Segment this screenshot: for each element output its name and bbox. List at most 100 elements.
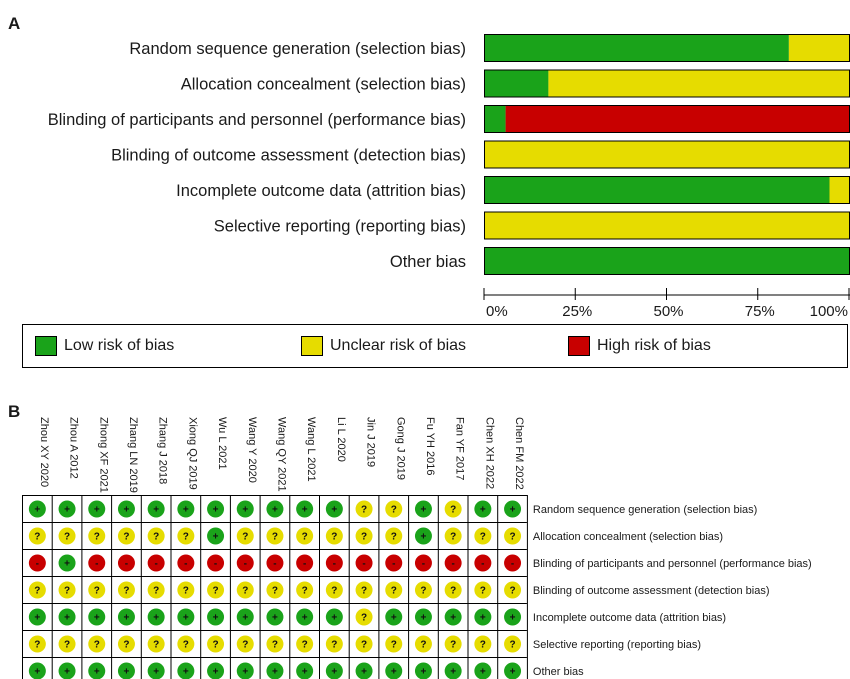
- study-label: Gong J 2019: [394, 417, 406, 480]
- judgement-dot-low: [504, 608, 522, 626]
- judgement-symbol: ?: [480, 640, 486, 651]
- judgement-dot-unclear: [444, 527, 462, 545]
- study-label: Xiong QJ 2019: [186, 417, 198, 490]
- judgement-symbol: ?: [391, 505, 397, 516]
- judgement-dot-unclear: [444, 500, 462, 518]
- judgement-symbol: ?: [450, 640, 456, 651]
- judgement-dot-unclear: [28, 527, 46, 545]
- judgement-symbol: ?: [34, 532, 40, 543]
- judgement-dot-high: [355, 554, 373, 572]
- judgement-symbol: ?: [64, 532, 70, 543]
- study-label: Wang L 2021: [305, 417, 317, 482]
- judgement-symbol: ?: [450, 532, 456, 543]
- judgement-symbol: -: [36, 559, 39, 570]
- legend-label-unclear: Unclear risk of bias: [330, 337, 467, 354]
- judgement-symbol: ?: [94, 586, 100, 597]
- judgement-dot-low: [117, 608, 135, 626]
- judgement-dot-unclear: [444, 581, 462, 599]
- judgement-symbol: +: [421, 613, 427, 624]
- judgement-dot-unclear: [117, 581, 135, 599]
- bar-segment-unclear: [484, 140, 850, 169]
- judgement-dot-low: [236, 662, 254, 679]
- study-label: Chen FM 2022: [513, 417, 525, 490]
- legend-swatch-high: [568, 336, 590, 356]
- judgement-symbol: +: [391, 613, 397, 624]
- x-tick-label: 50%: [653, 303, 683, 320]
- judgement-dot-low: [385, 662, 403, 679]
- judgement-dot-low: [177, 662, 195, 679]
- judgement-symbol: +: [124, 613, 130, 624]
- judgement-dot-high: [236, 554, 254, 572]
- x-tick-label: 0%: [486, 303, 508, 320]
- study-label: Zhong XF 2021: [97, 417, 109, 493]
- judgement-dot-unclear: [147, 527, 165, 545]
- study-label: Zhou A 2012: [68, 417, 80, 479]
- domain-label: Other bias: [533, 666, 584, 678]
- legend-item-high: High risk of bias: [568, 334, 711, 358]
- chart-legend: Low risk of bias Unclear risk of bias Hi…: [22, 324, 848, 368]
- judgement-symbol: +: [213, 505, 219, 516]
- judgement-symbol: -: [422, 559, 425, 570]
- judgement-symbol: +: [124, 505, 130, 516]
- judgement-symbol: ?: [331, 532, 337, 543]
- judgement-symbol: ?: [420, 640, 426, 651]
- judgement-symbol: -: [273, 559, 276, 570]
- study-label: Chen XH 2022: [483, 417, 495, 489]
- risk-of-bias-summary-chart: Random sequence generation (selection bi…: [48, 34, 850, 320]
- judgement-symbol: +: [183, 667, 189, 678]
- risk-of-bias-graph: Zhou XY 2020 Zhou A 2012 Zhong XF 2021 Zhan…: [22, 417, 812, 679]
- study-label: Wang QY 2021: [275, 417, 287, 492]
- judgement-dot-unclear: [147, 635, 165, 653]
- judgement-symbol: +: [242, 667, 248, 678]
- judgement-dot-low: [296, 662, 314, 679]
- judgement-symbol: ?: [272, 532, 278, 543]
- judgement-dot-unclear: [236, 527, 254, 545]
- judgement-dot-unclear: [147, 581, 165, 599]
- judgement-symbol: ?: [361, 613, 367, 624]
- judgement-dot-high: [177, 554, 195, 572]
- judgement-symbol: +: [94, 667, 100, 678]
- judgement-symbol: ?: [123, 532, 129, 543]
- judgement-dot-unclear: [355, 608, 373, 626]
- judgement-dot-low: [325, 662, 343, 679]
- judgement-symbol: ?: [361, 586, 367, 597]
- judgement-dot-unclear: [236, 581, 254, 599]
- judgement-dot-low: [444, 662, 462, 679]
- judgement-symbol: ?: [34, 640, 40, 651]
- judgement-symbol: ?: [302, 532, 308, 543]
- legend-label-high: High risk of bias: [597, 337, 711, 354]
- judgement-symbol: +: [213, 532, 219, 543]
- judgement-dot-low: [504, 662, 522, 679]
- judgement-symbol: ?: [183, 640, 189, 651]
- judgement-symbol: +: [480, 505, 486, 516]
- judgement-dot-unclear: [444, 635, 462, 653]
- judgement-symbol: +: [361, 667, 367, 678]
- judgement-symbol: -: [481, 559, 484, 570]
- judgement-dot-low: [117, 662, 135, 679]
- category-label: Incomplete outcome data (attrition bias): [176, 182, 466, 200]
- study-label: Fan YF 2017: [454, 417, 466, 480]
- judgement-dot-low: [88, 662, 106, 679]
- study-label: Zhang J 2018: [157, 417, 169, 484]
- category-label: Selective reporting (reporting bias): [214, 218, 466, 236]
- study-label: Zhou XY 2020: [38, 417, 50, 487]
- judgement-dot-high: [207, 554, 225, 572]
- judgement-symbol: ?: [212, 640, 218, 651]
- judgement-symbol: +: [450, 667, 456, 678]
- study-label: Wu L 2021: [216, 417, 228, 470]
- domain-label: Allocation concealment (selection bias): [533, 531, 723, 543]
- category-label: Other bias: [390, 253, 466, 271]
- judgement-symbol: +: [183, 613, 189, 624]
- judgement-symbol: ?: [242, 640, 248, 651]
- judgement-dot-unclear: [58, 527, 76, 545]
- judgement-dot-unclear: [266, 635, 284, 653]
- judgement-symbol: ?: [123, 640, 129, 651]
- judgement-dot-high: [147, 554, 165, 572]
- domain-label: Selective reporting (reporting bias): [533, 639, 701, 651]
- domain-label: Random sequence generation (selection bi…: [533, 504, 757, 516]
- judgement-symbol: +: [421, 505, 427, 516]
- judgement-dot-low: [355, 662, 373, 679]
- judgement-dot-low: [266, 500, 284, 518]
- judgement-symbol: +: [480, 667, 486, 678]
- judgement-symbol: +: [242, 613, 248, 624]
